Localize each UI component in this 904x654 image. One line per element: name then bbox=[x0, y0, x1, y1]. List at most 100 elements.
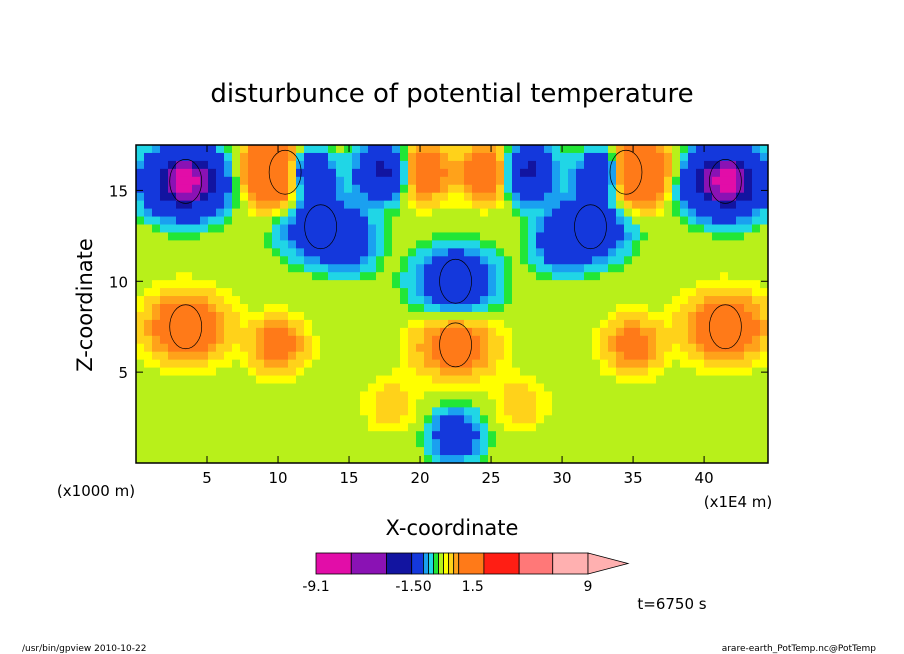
field-cell bbox=[232, 160, 241, 170]
field-cell bbox=[336, 272, 345, 281]
field-cell bbox=[560, 184, 569, 194]
field-cell bbox=[392, 399, 401, 408]
field-cell bbox=[176, 160, 185, 170]
field-cell bbox=[480, 391, 489, 400]
field-cell bbox=[248, 335, 257, 345]
field-cell bbox=[376, 359, 385, 369]
field-cell bbox=[632, 359, 641, 369]
field-cell bbox=[432, 248, 441, 257]
field-cell bbox=[224, 415, 233, 424]
field-cell bbox=[632, 447, 641, 456]
field-cell bbox=[328, 224, 337, 234]
field-cell bbox=[648, 280, 657, 289]
field-cell bbox=[520, 439, 529, 448]
field-cell bbox=[640, 152, 649, 162]
field-cell bbox=[584, 224, 593, 234]
field-cell bbox=[216, 447, 225, 456]
field-cell bbox=[272, 439, 281, 448]
field-cell bbox=[560, 304, 569, 313]
field-cell bbox=[392, 351, 401, 361]
field-cell bbox=[368, 192, 377, 202]
field-cell bbox=[296, 272, 305, 281]
field-cell bbox=[408, 383, 417, 393]
field-cell bbox=[752, 407, 761, 416]
field-cell bbox=[536, 224, 545, 234]
field-cell bbox=[184, 335, 193, 345]
field-cell bbox=[472, 192, 481, 202]
field-cell bbox=[216, 327, 225, 337]
field-cell bbox=[424, 431, 433, 440]
field-cell bbox=[168, 367, 177, 377]
field-cell bbox=[624, 319, 633, 329]
field-cell bbox=[304, 248, 313, 257]
field-cell bbox=[704, 288, 713, 297]
field-cell bbox=[424, 184, 433, 194]
field-cell bbox=[408, 375, 417, 385]
field-cell bbox=[464, 288, 473, 297]
field-cell bbox=[408, 343, 417, 353]
field-cell bbox=[624, 391, 633, 400]
field-cell bbox=[368, 296, 377, 305]
field-cell bbox=[248, 168, 257, 178]
field-cell bbox=[240, 319, 249, 329]
field-cell bbox=[656, 335, 665, 345]
field-cell bbox=[200, 311, 209, 321]
field-cell bbox=[728, 423, 737, 432]
field-cell bbox=[336, 264, 345, 273]
field-cell bbox=[512, 407, 521, 416]
field-cell bbox=[352, 399, 361, 408]
field-cell bbox=[296, 455, 305, 463]
field-cell bbox=[640, 455, 649, 463]
field-cell bbox=[240, 176, 249, 186]
field-cell bbox=[472, 224, 481, 234]
field-cell bbox=[280, 240, 289, 249]
field-cell bbox=[344, 145, 353, 154]
field-cell bbox=[744, 176, 753, 186]
field-cell bbox=[608, 184, 617, 194]
field-cell bbox=[512, 216, 521, 226]
field-cell bbox=[656, 232, 665, 241]
field-cell bbox=[280, 439, 289, 448]
field-cell bbox=[728, 240, 737, 249]
field-cell bbox=[336, 327, 345, 337]
field-cell bbox=[408, 280, 417, 289]
field-cell bbox=[264, 343, 273, 353]
field-cell bbox=[256, 391, 265, 400]
field-cell bbox=[488, 423, 497, 432]
field-cell bbox=[208, 343, 217, 353]
field-cell bbox=[392, 359, 401, 369]
field-cell bbox=[256, 176, 265, 186]
field-cell bbox=[280, 375, 289, 385]
footer-left: /usr/bin/gpview 2010-10-22 bbox=[22, 644, 146, 654]
field-cell bbox=[640, 319, 649, 329]
field-cell bbox=[640, 224, 649, 234]
field-cell bbox=[232, 399, 241, 408]
field-cell bbox=[416, 327, 425, 337]
field-cell bbox=[536, 280, 545, 289]
field-cell bbox=[296, 176, 305, 186]
field-cell bbox=[416, 248, 425, 257]
field-cell bbox=[408, 256, 417, 265]
field-cell bbox=[456, 304, 465, 313]
field-cell bbox=[712, 208, 721, 218]
field-cell bbox=[272, 343, 281, 353]
field-cell bbox=[744, 280, 753, 289]
field-cell bbox=[416, 304, 425, 313]
field-cell bbox=[672, 327, 681, 337]
field-cell bbox=[536, 391, 545, 400]
field-cell bbox=[280, 256, 289, 265]
field-cell bbox=[408, 216, 417, 226]
field-cell bbox=[656, 319, 665, 329]
field-cell bbox=[616, 319, 625, 329]
field-cell bbox=[312, 280, 321, 289]
field-cell bbox=[544, 383, 553, 393]
field-cell bbox=[584, 375, 593, 385]
field-cell bbox=[600, 423, 609, 432]
field-cell bbox=[224, 200, 233, 210]
field-cell bbox=[136, 160, 145, 170]
field-cell bbox=[472, 455, 481, 463]
field-cell bbox=[576, 327, 585, 337]
field-cell bbox=[472, 216, 481, 226]
field-cell bbox=[512, 335, 521, 345]
